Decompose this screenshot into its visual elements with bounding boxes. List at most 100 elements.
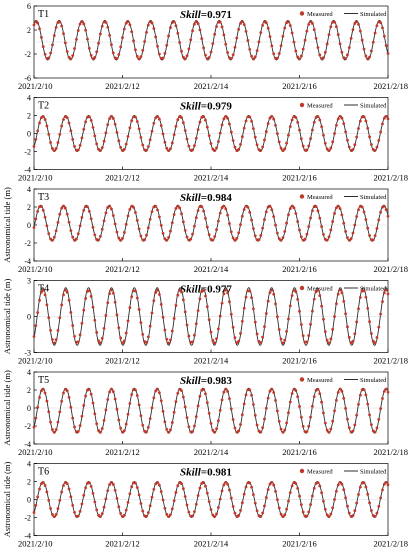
measured-point bbox=[323, 50, 327, 54]
measured-point bbox=[349, 37, 353, 40]
measured-point bbox=[216, 419, 220, 423]
measured-point bbox=[355, 215, 359, 218]
measured-point bbox=[239, 21, 242, 25]
measured-point bbox=[124, 331, 128, 335]
measured-point bbox=[384, 208, 388, 211]
measured-point bbox=[231, 325, 235, 329]
measured-point bbox=[93, 500, 97, 504]
measured-point bbox=[156, 387, 159, 391]
measured-point bbox=[45, 490, 49, 494]
legend-measured-marker bbox=[299, 102, 305, 108]
measured-point bbox=[204, 217, 207, 220]
measured-point bbox=[139, 136, 143, 139]
measured-point bbox=[264, 406, 268, 410]
measured-point bbox=[272, 117, 276, 121]
measured-point bbox=[52, 430, 56, 434]
measured-point bbox=[60, 124, 64, 128]
measured-point bbox=[207, 318, 211, 322]
measured-point bbox=[331, 140, 335, 144]
measured-point bbox=[82, 404, 86, 407]
measured-point bbox=[108, 204, 111, 208]
measured-point bbox=[113, 488, 117, 492]
measured-point bbox=[38, 121, 41, 125]
measured-point bbox=[342, 299, 346, 303]
measured-point bbox=[218, 211, 222, 215]
measured-point bbox=[122, 339, 126, 343]
measured-point bbox=[228, 222, 231, 225]
measured-point bbox=[108, 390, 111, 394]
measured-point bbox=[384, 288, 388, 292]
measured-point bbox=[213, 235, 217, 238]
measured-point bbox=[91, 305, 95, 309]
measured-point bbox=[58, 133, 62, 136]
measured-point bbox=[272, 292, 276, 296]
measured-point bbox=[157, 215, 161, 219]
measured-point bbox=[283, 229, 287, 233]
measured-point bbox=[91, 401, 95, 405]
measured-point bbox=[167, 236, 170, 239]
measured-point bbox=[355, 320, 359, 324]
measured-point bbox=[51, 338, 54, 341]
measured-point bbox=[266, 396, 270, 400]
measured-point bbox=[132, 39, 135, 43]
y-tick-label: -2 bbox=[24, 50, 31, 59]
measured-point bbox=[137, 493, 141, 497]
legend-simulated-label: Simulated bbox=[360, 286, 387, 293]
measured-point bbox=[307, 22, 311, 26]
measured-point bbox=[43, 215, 47, 219]
measured-point bbox=[362, 210, 366, 214]
measured-point bbox=[150, 406, 154, 410]
measured-point bbox=[84, 486, 88, 490]
measured-point bbox=[358, 485, 362, 489]
measured-point bbox=[169, 26, 172, 30]
measured-point bbox=[347, 426, 351, 430]
measured-point bbox=[277, 506, 281, 510]
measured-point bbox=[202, 481, 206, 485]
measured-point bbox=[51, 238, 54, 242]
measured-point bbox=[237, 429, 241, 433]
measured-point bbox=[266, 299, 270, 303]
measured-point bbox=[117, 418, 121, 422]
measured-point bbox=[194, 502, 198, 506]
measured-point bbox=[288, 400, 292, 404]
measured-point bbox=[169, 428, 172, 432]
measured-point bbox=[314, 36, 318, 40]
measured-point bbox=[209, 330, 213, 334]
measured-point bbox=[139, 321, 143, 325]
measured-point bbox=[298, 309, 301, 313]
measured-point bbox=[60, 206, 64, 210]
measured-point bbox=[51, 428, 54, 431]
measured-point bbox=[185, 503, 189, 507]
measured-point bbox=[340, 291, 344, 295]
measured-point bbox=[301, 47, 305, 51]
measured-point bbox=[156, 208, 159, 212]
measured-point bbox=[373, 234, 377, 238]
measured-point bbox=[292, 40, 296, 44]
skill-value: =0.979 bbox=[201, 101, 233, 113]
measured-point bbox=[224, 288, 228, 292]
measured-point bbox=[325, 513, 329, 517]
measured-point bbox=[130, 295, 134, 299]
measured-point bbox=[143, 40, 147, 43]
measured-point bbox=[132, 205, 135, 209]
measured-point bbox=[32, 511, 36, 514]
skill-annotation: Skill=0.979 bbox=[180, 101, 232, 113]
measured-point bbox=[152, 396, 156, 400]
measured-point bbox=[228, 488, 231, 492]
measured-point bbox=[215, 146, 218, 150]
measured-point bbox=[102, 139, 106, 143]
measured-point bbox=[80, 321, 84, 325]
measured-point bbox=[327, 33, 331, 37]
measured-point bbox=[137, 308, 141, 311]
measured-point bbox=[205, 305, 209, 309]
measured-point bbox=[237, 27, 241, 31]
measured-point bbox=[253, 55, 257, 59]
measured-point bbox=[259, 234, 263, 237]
measured-point bbox=[47, 232, 51, 236]
measured-point bbox=[58, 316, 62, 320]
measured-point bbox=[196, 209, 200, 212]
measured-point bbox=[163, 140, 167, 144]
measured-point bbox=[266, 26, 270, 30]
measured-point bbox=[130, 485, 134, 489]
